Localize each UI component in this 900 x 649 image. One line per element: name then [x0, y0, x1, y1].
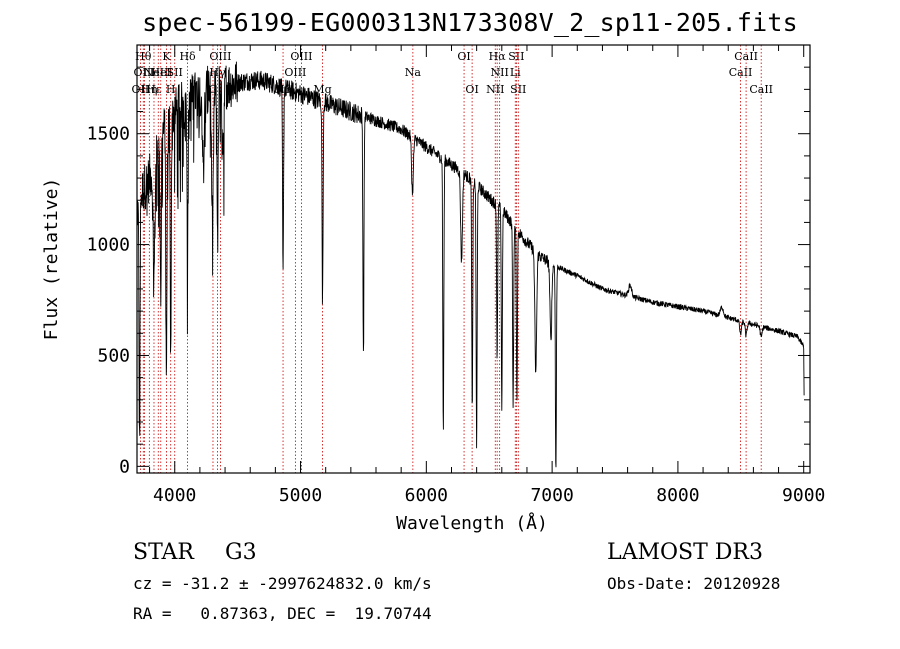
- axis-ticks-group: 4000 5000 6000 7000 8000 9000 0 500 1000 1500: [87, 45, 825, 506]
- reference-line-label: Hε: [146, 83, 162, 96]
- reference-line-label: OIII: [134, 66, 156, 79]
- redshift-readout: cz = -31.2 ± -2997624832.0 km/s: [133, 574, 432, 593]
- x-axis-label: Wavelength (Å): [396, 512, 548, 534]
- reference-line-label: SII: [167, 66, 183, 79]
- y-tick-label: 0: [119, 456, 130, 477]
- reference-line-label: Na: [405, 66, 422, 79]
- reference-line-label: OIII: [284, 66, 306, 79]
- x-tick-label: 5000: [279, 485, 322, 506]
- reference-line-label: Li: [510, 66, 521, 79]
- x-tick-label: 8000: [656, 485, 699, 506]
- y-tick-label: 500: [97, 345, 130, 366]
- reference-line-label: CaII: [749, 83, 773, 96]
- reference-line-label: OI: [457, 50, 470, 63]
- reference-line-label: HeI: [151, 66, 171, 79]
- reference-line-label: CaII: [734, 50, 758, 63]
- obs-date: Obs-Date: 20120928: [607, 574, 781, 593]
- x-tick-label: 6000: [405, 485, 448, 506]
- reference-lines-group: OIIHθOIIIHηHεNeIIIHeIKHSIIHδGHγOIIIHβOII…: [132, 45, 773, 473]
- y-tick-label: 1500: [87, 124, 130, 145]
- y-axis-label: Flux (relative): [41, 178, 62, 341]
- coordinates-readout: RA = 0.87363, DEC = 19.70744: [133, 604, 432, 623]
- spectrum-series: [136, 61, 805, 468]
- x-tick-label: 7000: [530, 485, 573, 506]
- survey-name: LAMOST DR3: [607, 540, 763, 565]
- reference-line-label: SII: [508, 50, 524, 63]
- reference-line-label: Hθ: [135, 50, 152, 63]
- reference-line-label: NeIII: [144, 66, 173, 79]
- object-class: STAR: [133, 540, 194, 565]
- y-tick-label: 1000: [87, 235, 130, 256]
- reference-line-label: NII: [491, 66, 509, 79]
- reference-line-label: OIII: [209, 50, 231, 63]
- reference-line-label: G: [209, 83, 218, 96]
- reference-line-label: Hγ: [209, 66, 226, 79]
- reference-line-label: Hδ: [179, 50, 196, 63]
- plot-frame: [136, 44, 811, 474]
- chart-title: spec-56199-EG000313N173308V_2_sp11-205.f…: [142, 8, 798, 37]
- reference-line-label: CaII: [729, 66, 753, 79]
- object-subclass: G3: [225, 540, 257, 565]
- reference-line-label: OI: [465, 83, 478, 96]
- reference-line-label: NII: [486, 83, 504, 96]
- reference-line-label: SII: [510, 83, 526, 96]
- spectrum-line: [136, 61, 805, 468]
- x-tick-label: 4000: [153, 485, 196, 506]
- reference-line-label: H: [166, 83, 176, 96]
- reference-line-label: K: [162, 50, 171, 63]
- reference-line-label: Hα: [489, 50, 507, 63]
- reference-line-label: OIII: [290, 50, 312, 63]
- x-tick-label: 9000: [782, 485, 825, 506]
- reference-line-label: Hη: [141, 83, 157, 96]
